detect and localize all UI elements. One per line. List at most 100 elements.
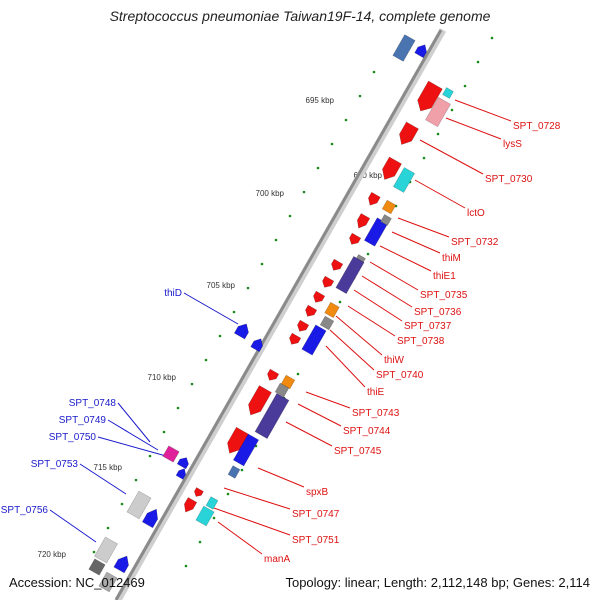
gene-label-spt_0736[interactable]: SPT_0736 <box>414 307 462 318</box>
tick-dot <box>148 454 152 458</box>
gene-feature <box>98 571 118 593</box>
gene-label-spt_0728[interactable]: SPT_0728 <box>513 121 561 132</box>
gene-label-spt_0750[interactable]: SPT_0750 <box>49 432 97 443</box>
tick-dot <box>232 310 236 314</box>
gene-label-mana[interactable]: manA <box>264 554 290 565</box>
leader-line <box>285 421 333 447</box>
gene-feature <box>250 338 263 353</box>
gene-thiD <box>233 323 249 340</box>
gene-feature <box>267 368 280 381</box>
tick-dot <box>92 550 96 554</box>
gene-feature <box>331 258 344 271</box>
gene-SPT_0743 <box>248 385 272 416</box>
gene-label-spt_0749[interactable]: SPT_0749 <box>59 415 107 426</box>
tick-dot <box>218 334 222 338</box>
leader-line <box>454 99 512 122</box>
tick-dot <box>134 478 138 482</box>
leader-line <box>397 217 450 238</box>
gene-label-spt_0737[interactable]: SPT_0737 <box>404 321 452 332</box>
gene-SPT_0744 <box>254 393 290 439</box>
gene-feature <box>313 290 326 303</box>
gene-SPT_0751 <box>195 505 215 527</box>
leader-line <box>297 403 342 427</box>
gene-label-lcto[interactable]: lctO <box>467 208 485 219</box>
gene-feature <box>232 433 260 467</box>
tick-dot <box>204 358 208 362</box>
tick-dot <box>190 382 194 386</box>
kbp-tick-label: 695 kbp <box>306 96 335 105</box>
gene-label-lyss[interactable]: lysS <box>503 139 522 150</box>
gene-label-spt_0738[interactable]: SPT_0738 <box>397 336 445 347</box>
leader-line <box>49 509 97 543</box>
gene-SPT_0753 <box>126 490 152 520</box>
gene-label-spt_0730[interactable]: SPT_0730 <box>485 174 533 185</box>
gene-SPT_0748 <box>162 445 180 463</box>
gene-feature <box>324 301 340 319</box>
leader-line <box>217 521 263 555</box>
leader-line <box>391 231 441 254</box>
tick-dot <box>463 84 467 88</box>
gene-label-spt_0740[interactable]: SPT_0740 <box>376 370 424 381</box>
tick-dot <box>184 564 188 568</box>
gene-label-spt_0745[interactable]: SPT_0745 <box>334 446 382 457</box>
gene-label-spt_0756[interactable]: SPT_0756 <box>1 505 49 516</box>
gene-feature <box>322 275 335 288</box>
gene-lctO <box>392 167 416 193</box>
leader-line <box>445 117 502 140</box>
gene-label-thie1[interactable]: thiE1 <box>433 271 456 282</box>
genome-backbone-shadow <box>114 28 447 600</box>
gene-label-thid[interactable]: thiD <box>164 288 182 299</box>
gene-labels: SPT_0728 lysS SPT_0730 lctO SPT_0732 thiM thiE… <box>1 121 561 565</box>
gene-label-thie[interactable]: thiE <box>367 387 385 398</box>
gene-SPT_0747 <box>183 497 198 513</box>
tick-dot <box>296 372 300 376</box>
gene-feature <box>176 457 189 470</box>
gene-label-spt_0743[interactable]: SPT_0743 <box>352 408 400 419</box>
tick-dot <box>372 70 376 74</box>
gene-features <box>88 34 454 593</box>
gene-label-spt_0732[interactable]: SPT_0732 <box>451 237 499 248</box>
gene-label-thim[interactable]: thiM <box>442 253 461 264</box>
genome-stats: Topology: linear; Length: 2,112,148 bp; … <box>285 575 590 590</box>
gene-label-spt_0747[interactable]: SPT_0747 <box>292 509 340 520</box>
gene-label-spt_0753[interactable]: SPT_0753 <box>31 459 79 470</box>
kbp-tick-label: 710 kbp <box>148 373 177 382</box>
gene-label-spt_0748[interactable]: SPT_0748 <box>69 398 117 409</box>
tick-dot <box>422 156 426 160</box>
tick-dot <box>106 526 110 530</box>
leader-line <box>379 245 432 272</box>
tick-marks: 690 kbp 695 kbp 700 kbp 705 kbp 710 kbp 715 k… <box>38 36 494 568</box>
genome-backbone <box>114 29 443 600</box>
gene-feature <box>227 465 241 479</box>
gene-feature <box>175 468 187 480</box>
gene-SPT_0756 <box>94 536 118 564</box>
gene-label-spt_0744[interactable]: SPT_0744 <box>343 426 391 437</box>
leader-line <box>213 507 291 536</box>
gene-label-spt_0735[interactable]: SPT_0735 <box>420 290 468 301</box>
gene-SPT_0728 <box>417 80 443 112</box>
gene-label-spt_0751[interactable]: SPT_0751 <box>292 535 340 546</box>
leader-line <box>79 463 127 495</box>
tick-dot <box>212 516 216 520</box>
leader-line <box>183 292 239 325</box>
kbp-tick-label: 720 kbp <box>38 550 67 559</box>
gene-feature <box>141 508 159 529</box>
gene-SPT_0730 <box>399 121 419 145</box>
leader-line <box>107 419 159 451</box>
gene-feature <box>274 382 290 398</box>
tick-dot <box>450 108 454 112</box>
leader-line <box>335 315 383 356</box>
leader-line <box>353 289 403 322</box>
gene-label-spxb[interactable]: spxB <box>306 487 329 498</box>
gene-feature <box>205 496 219 510</box>
tick-dot <box>120 502 124 506</box>
gene-feature <box>113 555 129 574</box>
accession-label: Accession: NC_012469 <box>9 575 145 590</box>
gene-feature <box>392 34 416 62</box>
gene-feature <box>442 87 454 99</box>
gene-label-thiw[interactable]: thiW <box>384 355 405 366</box>
tick-dot <box>358 94 362 98</box>
leader-line <box>369 261 419 291</box>
gene-feature <box>382 156 402 180</box>
tick-dot <box>288 214 292 218</box>
